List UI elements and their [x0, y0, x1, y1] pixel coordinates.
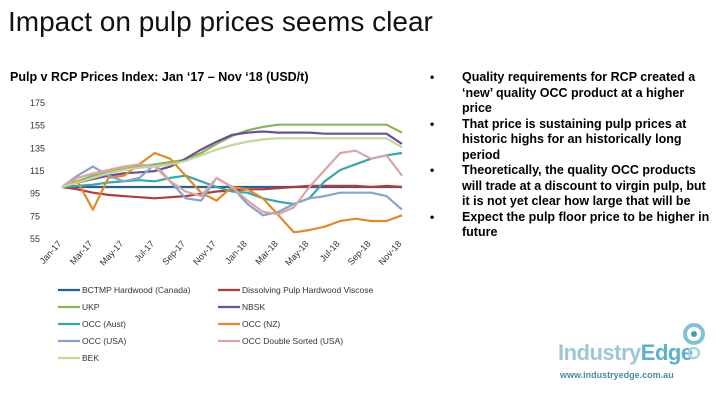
x-tick-label: May-18 — [283, 239, 311, 268]
bullet-text: That price is sustaining pulp prices at … — [462, 116, 687, 162]
y-tick-label: 155 — [30, 121, 45, 131]
bullet-marker: • — [430, 70, 435, 84]
x-tick-label: Sep-17 — [160, 239, 187, 267]
x-tick-label: Jul-18 — [318, 239, 342, 264]
x-tick-label: Mar-18 — [253, 239, 280, 267]
bullet-item: • Quality requirements for RCP created a… — [430, 70, 715, 117]
legend-label: NBSK — [242, 302, 265, 312]
bullet-item: • Theoretically, the quality OCC product… — [430, 163, 715, 210]
logo-word-industry: Industry — [558, 340, 641, 365]
legend-label: OCC Double Sorted (USA) — [242, 336, 343, 346]
y-tick-label: 115 — [30, 166, 44, 176]
legend-label: UKP — [82, 302, 100, 312]
x-tick-label: Nov-17 — [191, 239, 218, 267]
bullet-text: Quality requirements for RCP created a ‘… — [462, 70, 696, 115]
x-tick-label: Jan-17 — [38, 239, 64, 266]
series-line — [61, 137, 403, 189]
y-tick-label: 55 — [30, 234, 40, 244]
bullet-item: • That price is sustaining pulp prices a… — [430, 117, 715, 164]
website-url: www.industryedge.com.au — [560, 370, 674, 380]
bullet-item: • Expect the pulp floor price to be high… — [430, 210, 715, 241]
x-tick-label: Jan-18 — [223, 239, 249, 266]
y-tick-label: 135 — [30, 143, 45, 153]
legend-label: BCTMP Hardwood (Canada) — [82, 285, 191, 295]
x-tick-label: Sep-18 — [346, 239, 373, 267]
legend-label: OCC (USA) — [82, 336, 127, 346]
y-tick-label: 175 — [30, 98, 45, 108]
bullet-list: • Quality requirements for RCP created a… — [430, 70, 715, 241]
x-tick-label: Mar-17 — [68, 239, 95, 267]
x-tick-label: Nov-18 — [377, 239, 404, 267]
logo-wordmark: IndustryEdge — [558, 340, 693, 366]
legend-label: OCC (Aust) — [82, 319, 126, 329]
bullet-text: Expect the pulp floor price to be higher… — [462, 209, 710, 240]
bullet-marker: • — [430, 209, 435, 224]
chart-title: Pulp v RCP Prices Index: Jan ‘17 – Nov ‘… — [10, 70, 309, 84]
y-tick-label: 75 — [30, 211, 40, 221]
x-tick-label: Jul-17 — [132, 239, 156, 264]
bullet-marker: • — [430, 116, 435, 131]
bullet-marker: • — [430, 163, 435, 177]
series-line — [61, 130, 403, 189]
logo-ring-icon — [683, 323, 705, 360]
legend-label: Dissolving Pulp Hardwood Viscose — [242, 285, 373, 295]
slide-title: Impact on pulp prices seems clear — [8, 6, 433, 37]
bullet-text: Theoretically, the quality OCC products … — [462, 163, 706, 208]
y-tick-label: 95 — [30, 189, 40, 199]
legend-label: BEK — [82, 353, 99, 363]
logo-word-edge: Edge — [640, 340, 693, 365]
series-line — [61, 149, 403, 216]
x-tick-label: May-17 — [98, 239, 126, 268]
legend-label: OCC (NZ) — [242, 319, 280, 329]
series-line — [61, 151, 403, 206]
industry-edge-logo: IndustryEdge — [558, 322, 708, 382]
